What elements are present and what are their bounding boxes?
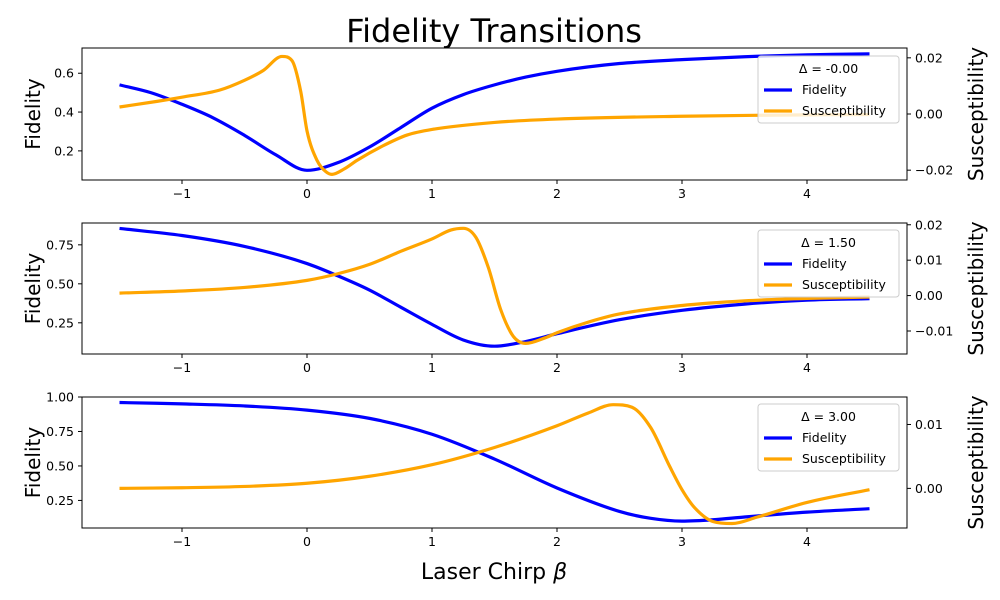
x-tick-label: 2	[553, 534, 561, 549]
legend-title: Δ = -0.00	[799, 61, 858, 76]
y-right-axis-label: Susceptibility	[964, 395, 988, 529]
series-line-susceptibility	[119, 54, 870, 176]
x-tick-label: 2	[553, 186, 561, 201]
x-tick-label: −1	[173, 534, 191, 549]
x-tick-label: −1	[173, 360, 191, 375]
y-right-axis-label: Susceptibility	[964, 221, 988, 355]
y-left-tick-label: 0.75	[46, 237, 74, 252]
axes-frame	[81, 222, 908, 355]
legend-label-fidelity: Fidelity	[802, 256, 847, 271]
x-tick-label: 1	[428, 360, 436, 375]
y-left-axis-label: Fidelity	[21, 253, 45, 325]
legend-box	[757, 229, 900, 298]
legend: Δ = -0.00 Fidelity Susceptibility	[757, 55, 900, 124]
x-axis-label-symbol: β	[552, 560, 567, 585]
x-tick-label: 1	[428, 186, 436, 201]
x-tick-label: 2	[553, 360, 561, 375]
legend-label-fidelity: Fidelity	[802, 430, 847, 445]
y-left-tick-label: 0.2	[54, 143, 74, 158]
y-left-tick-label: 0.75	[46, 424, 74, 439]
legend-title: Δ = 3.00	[801, 409, 856, 424]
x-tick-label: 3	[678, 186, 686, 201]
x-tick-label: 3	[678, 360, 686, 375]
legend: Δ = 1.50 Fidelity Susceptibility	[757, 229, 900, 298]
legend: Δ = 3.00 Fidelity Susceptibility	[757, 403, 900, 472]
legend-title: Δ = 1.50	[801, 235, 856, 250]
x-tick-label: 4	[803, 360, 811, 375]
x-tick-label: 1	[428, 534, 436, 549]
y-right-tick-label: −0.02	[915, 163, 953, 178]
y-left-tick-label: 0.6	[54, 66, 74, 81]
y-right-axis-label: Susceptibility	[964, 47, 988, 181]
chart-title: Fidelity Transitions	[346, 12, 642, 50]
y-right-tick-label: 0.00	[915, 481, 943, 496]
y-left-tick-label: 1.00	[46, 390, 74, 405]
y-right-tick-label: 0.00	[915, 107, 943, 122]
legend-label-susceptibility: Susceptibility	[802, 277, 886, 292]
y-right-tick-label: 0.02	[915, 50, 943, 65]
y-left-tick-label: 0.25	[46, 315, 74, 330]
y-left-axis-label: Fidelity	[21, 78, 45, 150]
x-axis-label-text: Laser Chirp	[421, 560, 553, 585]
x-tick-label: 3	[678, 534, 686, 549]
series-line-susceptibility	[119, 403, 870, 526]
legend-label-susceptibility: Susceptibility	[802, 103, 886, 118]
subplot-delta-3: −1 0 1 2 3 4 0.25 0.50 0.75 1.00 0.00 0.01 Fidelity S…	[21, 390, 988, 550]
y-right-tick-label: 0.00	[915, 288, 943, 303]
legend-box	[757, 55, 900, 124]
y-right-tick-label: 0.01	[915, 417, 943, 432]
y-right-tick-label: −0.01	[915, 323, 953, 338]
series-line-fidelity	[119, 400, 870, 523]
axes-frame	[81, 396, 908, 529]
x-tick-label: −1	[173, 186, 191, 201]
x-axis-label: Laser Chirp β	[421, 560, 567, 585]
y-left-axis-label: Fidelity	[21, 427, 45, 499]
x-tick-label: 4	[803, 186, 811, 201]
y-left-tick-label: 0.25	[46, 493, 74, 508]
series-line-fidelity	[119, 52, 870, 172]
legend-label-fidelity: Fidelity	[802, 82, 847, 97]
series-line-fidelity	[119, 226, 870, 348]
y-left-tick-label: 0.50	[46, 458, 74, 473]
x-tick-label: 4	[803, 534, 811, 549]
y-right-tick-label: 0.02	[915, 217, 943, 232]
legend-box	[757, 403, 900, 472]
subplot-delta-0: −1 0 1 2 3 4 0.2 0.4 0.6 −0.02 0.00 0.02 Fidelity Sus…	[21, 47, 988, 201]
x-tick-label: 0	[303, 360, 311, 375]
y-right-tick-label: 0.01	[915, 253, 943, 268]
subplot-delta-1p5: −1 0 1 2 3 4 0.25 0.50 0.75 −0.01 0.00 0.01 0.02 Fide…	[21, 217, 988, 375]
y-left-tick-label: 0.4	[54, 105, 74, 120]
y-left-tick-label: 0.50	[46, 276, 74, 291]
legend-label-susceptibility: Susceptibility	[802, 451, 886, 466]
series-line-susceptibility	[119, 226, 870, 345]
x-tick-label: 0	[303, 534, 311, 549]
x-tick-label: 0	[303, 186, 311, 201]
